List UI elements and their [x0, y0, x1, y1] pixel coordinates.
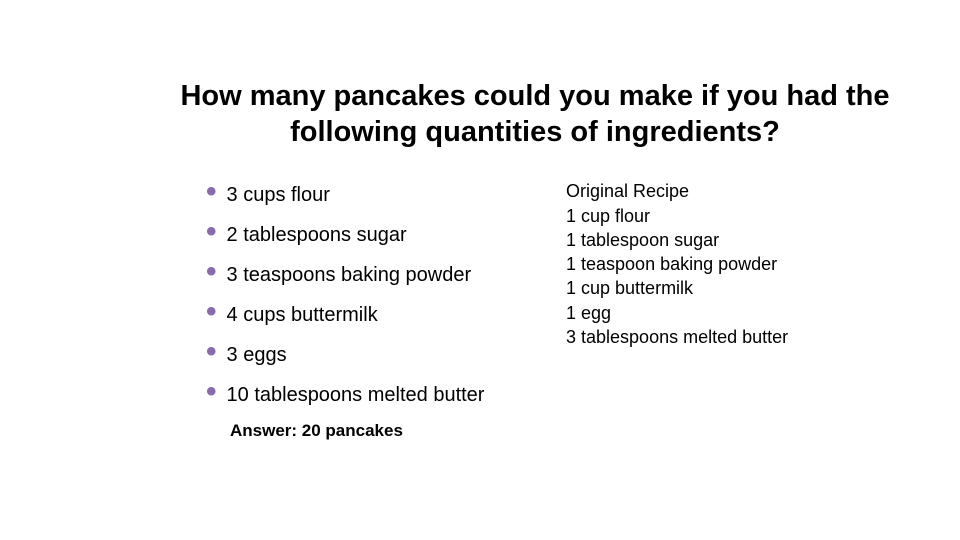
recipe-item: 1 cup buttermilk [566, 276, 866, 300]
answer-text: Answer: 20 pancakes [206, 421, 536, 441]
slide-content: How many pancakes could you make if you … [150, 78, 920, 441]
slide-title: How many pancakes could you make if you … [150, 78, 920, 151]
recipe-item: 1 egg [566, 301, 866, 325]
recipe-column: Original Recipe 1 cup flour 1 tablespoon… [566, 181, 866, 441]
ingredient-text: 4 cups buttermilk [227, 304, 378, 327]
recipe-item: 1 teaspoon baking powder [566, 252, 866, 276]
list-item: • 4 cups buttermilk [206, 301, 536, 327]
ingredient-text: 3 cups flour [227, 184, 330, 207]
bullet-icon: • [206, 221, 217, 242]
ingredient-text: 3 eggs [227, 344, 287, 367]
list-item: • 3 teaspoons baking powder [206, 261, 536, 287]
bullet-icon: • [206, 381, 217, 402]
list-item: • 2 tablespoons sugar [206, 221, 536, 247]
ingredients-column: • 3 cups flour • 2 tablespoons sugar • 3 te… [206, 181, 536, 441]
list-item: • 3 cups flour [206, 181, 536, 207]
ingredient-list: • 3 cups flour • 2 tablespoons sugar • 3 te… [206, 181, 536, 407]
recipe-item: 1 tablespoon sugar [566, 228, 866, 252]
columns: • 3 cups flour • 2 tablespoons sugar • 3 te… [150, 181, 920, 441]
recipe-header: Original Recipe [566, 181, 866, 202]
recipe-item: 3 tablespoons melted butter [566, 325, 866, 349]
recipe-list: 1 cup flour 1 tablespoon sugar 1 teaspoo… [566, 204, 866, 350]
list-item: • 3 eggs [206, 341, 536, 367]
bullet-icon: • [206, 261, 217, 282]
bullet-icon: • [206, 341, 217, 362]
ingredient-text: 2 tablespoons sugar [227, 224, 407, 247]
decorative-stripes [0, 0, 110, 540]
list-item: • 10 tablespoons melted butter [206, 381, 536, 407]
recipe-item: 1 cup flour [566, 204, 866, 228]
ingredient-text: 10 tablespoons melted butter [227, 384, 485, 407]
bullet-icon: • [206, 301, 217, 322]
ingredient-text: 3 teaspoons baking powder [227, 264, 472, 287]
bullet-icon: • [206, 181, 217, 202]
